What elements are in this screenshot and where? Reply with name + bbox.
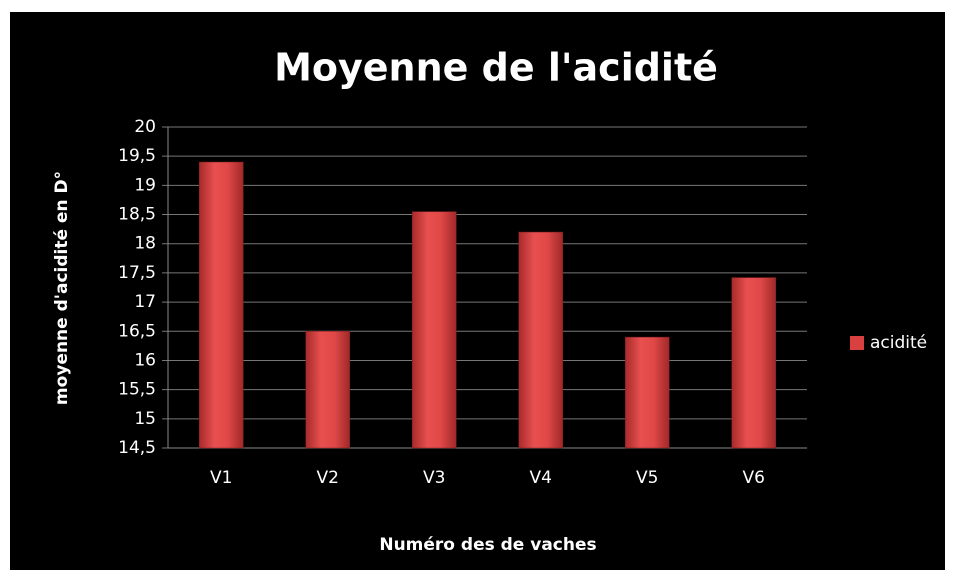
y-tick-label: 18,5	[118, 205, 156, 225]
bar	[305, 331, 350, 449]
bar	[625, 336, 670, 449]
y-axis-label: moyenne d'acidité en D°	[52, 171, 72, 405]
bar	[518, 231, 563, 449]
legend-label: acidité	[870, 333, 927, 353]
y-tick-label: 19,5	[118, 146, 156, 166]
y-tick-label: 16	[134, 350, 156, 370]
y-tick-label: 20	[134, 117, 156, 137]
y-tick-label: 19	[134, 175, 156, 195]
y-tick-label: 17	[134, 292, 156, 312]
x-tick-label: V5	[636, 468, 658, 488]
x-tick-label: V1	[210, 468, 232, 488]
bar	[199, 161, 244, 449]
y-tick-label: 15	[134, 409, 156, 429]
chart-background	[10, 12, 945, 570]
y-tick-label: 14,5	[118, 438, 156, 458]
x-tick-label: V6	[743, 468, 765, 488]
x-axis-label: Numéro des de vaches	[379, 535, 596, 555]
legend-swatch	[850, 336, 864, 350]
x-tick-label: V4	[530, 468, 552, 488]
bar	[412, 211, 457, 449]
y-tick-label: 18	[134, 234, 156, 254]
x-tick-label: V2	[317, 468, 339, 488]
y-tick-label: 15,5	[118, 380, 156, 400]
chart-title: Moyenne de l'acidité	[274, 46, 718, 90]
y-tick-label: 17,5	[118, 263, 156, 283]
y-tick-label: 16,5	[118, 321, 156, 341]
bar	[731, 277, 776, 449]
x-tick-label: V3	[423, 468, 445, 488]
